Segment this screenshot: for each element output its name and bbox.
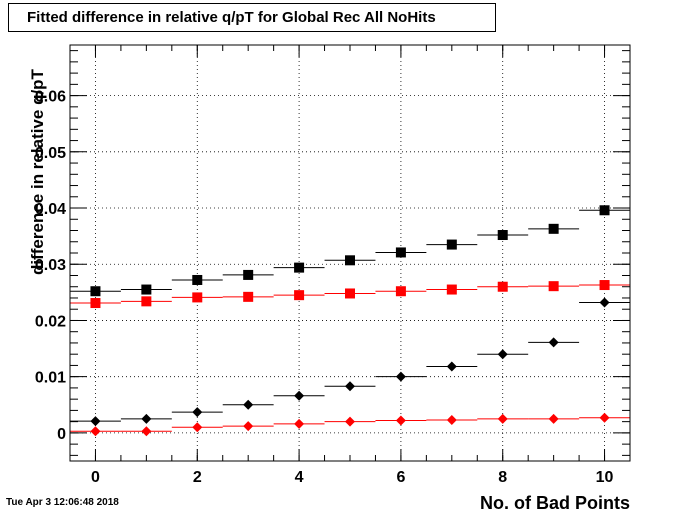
- chart-title: Fitted difference in relative q/pT for G…: [8, 3, 496, 32]
- x-tick-label: 0: [91, 469, 100, 486]
- plot-frame: [69, 44, 631, 462]
- data-point-square: [90, 286, 101, 297]
- data-point-diamond: [497, 413, 508, 424]
- data-point-square: [345, 255, 355, 266]
- data-point-diamond: [548, 413, 559, 424]
- x-tick-label: 4: [295, 469, 304, 486]
- data-point-diamond: [141, 426, 152, 437]
- y-axis-label: difference in relative q/pT: [28, 69, 47, 275]
- data-point-diamond: [192, 407, 203, 418]
- data-point-square: [548, 281, 559, 292]
- x-tick-label: 2: [193, 469, 202, 486]
- x-tick-label: 6: [396, 469, 405, 486]
- timestamp: Tue Apr 3 12:06:48 2018: [6, 497, 119, 508]
- data-point-square: [395, 247, 406, 258]
- data-point-square: [243, 291, 254, 302]
- data-point-diamond: [294, 390, 305, 401]
- data-point-diamond: [446, 361, 457, 372]
- data-point-diamond: [599, 412, 610, 423]
- data-point-square: [345, 288, 355, 299]
- data-point-square: [141, 296, 152, 307]
- data-point-square: [141, 284, 152, 295]
- y-tick-label: 0: [57, 426, 66, 443]
- x-tick-label: 8: [498, 469, 507, 486]
- y-tick-label: 0.05: [35, 145, 66, 162]
- data-point-square: [497, 281, 508, 292]
- x-axis-label: No. of Bad Points: [480, 493, 630, 513]
- data-point-diamond: [395, 415, 406, 426]
- y-tick-label: 0.01: [35, 370, 66, 387]
- data-point-diamond: [345, 381, 355, 392]
- data-point-diamond: [345, 416, 355, 427]
- data-point-diamond: [446, 414, 457, 425]
- x-tick-label: 10: [596, 469, 614, 486]
- data-point-square: [243, 269, 254, 280]
- data-point-square: [446, 239, 457, 250]
- data-point-diamond: [141, 413, 152, 424]
- data-point-diamond: [395, 371, 406, 382]
- data-point-diamond: [192, 422, 203, 433]
- y-tick-label: 0.04: [35, 201, 66, 218]
- y-tick-label: 0.03: [35, 257, 66, 274]
- data-point-diamond: [90, 416, 101, 427]
- data-point-diamond: [497, 349, 508, 360]
- data-point-square: [548, 223, 559, 234]
- data-point-square: [294, 290, 305, 301]
- data-point-square: [395, 286, 406, 297]
- data-point-square: [90, 298, 101, 309]
- y-tick-label: 0.06: [35, 89, 66, 106]
- data-point-diamond: [599, 297, 610, 308]
- data-point-square: [294, 262, 305, 273]
- data-point-diamond: [243, 399, 254, 410]
- data-point-square: [192, 274, 203, 285]
- data-point-square: [599, 280, 610, 291]
- data-point-square: [497, 230, 508, 241]
- y-tick-label: 0.02: [35, 313, 66, 330]
- data-point-diamond: [243, 421, 254, 432]
- data-point-diamond: [90, 426, 101, 437]
- plot-area: [70, 45, 630, 461]
- data-point-diamond: [294, 418, 305, 429]
- data-point-square: [192, 292, 203, 303]
- data-point-square: [446, 284, 457, 295]
- data-point-square: [599, 205, 610, 216]
- data-point-diamond: [548, 337, 559, 348]
